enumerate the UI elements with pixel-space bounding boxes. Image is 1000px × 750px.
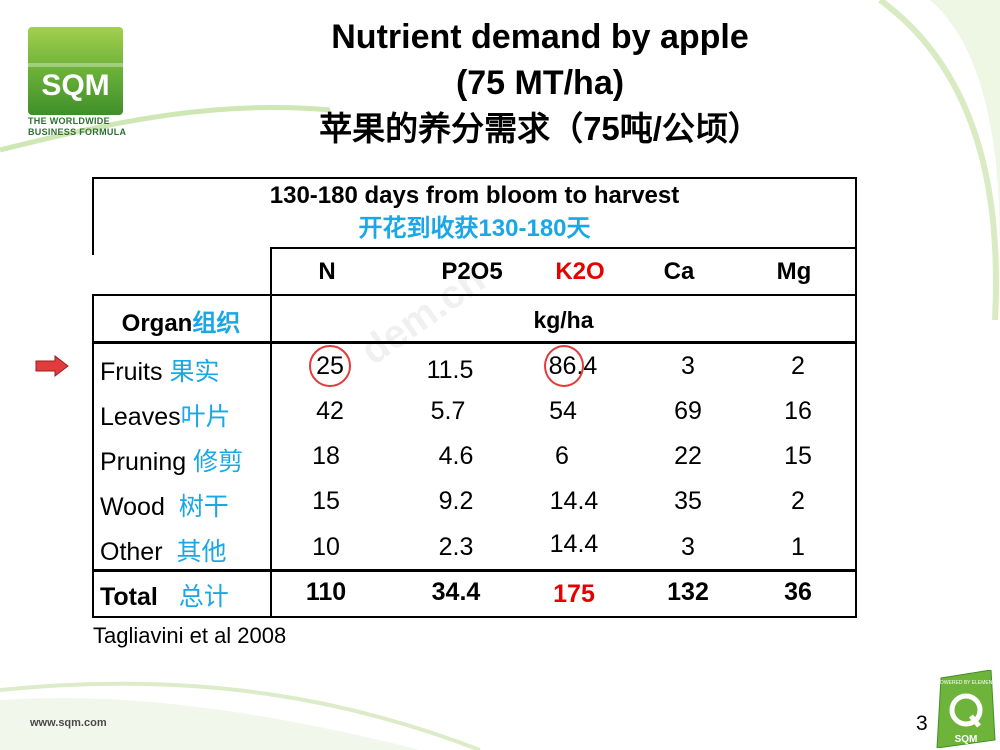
cell-pruning-k2o: 6	[555, 442, 569, 470]
cell-leaves-ca: 69	[674, 397, 702, 425]
row-label-pruning: Pruning 修剪	[100, 448, 244, 476]
red-arrow-icon	[35, 355, 69, 377]
cell-other-k2o: 14.4	[549, 530, 599, 558]
row-label-leaves: Leaves叶片	[100, 403, 231, 431]
slide-title: Nutrient demand by apple (75 MT/ha) 苹果的养…	[240, 14, 840, 152]
column-header-mg: Mg	[776, 258, 812, 285]
sqm-logo: SQM	[28, 27, 123, 115]
cell-leaves-mg: 16	[784, 397, 812, 425]
cell-pruning-mg: 15	[784, 442, 812, 470]
cell-fruits-p2o5: 11.5	[426, 356, 474, 384]
title-line-2: (75 MT/ha)	[455, 64, 625, 102]
cell-total-n: 110	[305, 578, 347, 606]
highlight-circle-n	[309, 345, 351, 387]
cell-other-p2o5: 2.3	[438, 533, 474, 561]
footer-url: www.sqm.com	[30, 717, 107, 729]
organ-header: Organ组织	[121, 310, 241, 337]
svg-text:SQM: SQM	[955, 734, 978, 745]
row-label-fruits: Fruits 果实	[100, 358, 220, 386]
cell-other-mg: 1	[791, 533, 805, 561]
title-line-1: Nutrient demand by apple	[331, 18, 749, 56]
cell-pruning-n: 18	[312, 442, 340, 470]
cell-leaves-n: 42	[316, 397, 344, 425]
cell-other-n: 10	[312, 533, 340, 561]
header-english: 130-180 days from bloom to harvest	[269, 182, 680, 209]
cell-wood-k2o: 14.4	[549, 487, 599, 515]
cell-pruning-ca: 22	[674, 442, 702, 470]
page-number: 3	[916, 712, 928, 735]
cell-total-p2o5: 34.4	[431, 578, 481, 606]
cell-wood-ca: 35	[674, 487, 702, 515]
cell-fruits-mg: 2	[791, 352, 805, 380]
unit-label: kg/ha	[533, 307, 594, 333]
nutrient-table: 130-180 days from bloom to harvest 开花到收获…	[92, 177, 857, 618]
cell-wood-p2o5: 9.2	[438, 487, 474, 515]
cell-total-mg: 36	[784, 578, 812, 606]
cell-leaves-p2o5: 5.7	[430, 397, 466, 425]
row-label-other: Other 其他	[100, 538, 227, 566]
column-header-p2o5: P2O5	[441, 258, 503, 285]
powered-by-element-q-badge: POWERED BY ELEMENT SQM	[936, 670, 996, 748]
column-header-n: N	[318, 258, 336, 285]
row-label-wood: Wood 树干	[100, 493, 229, 521]
header-chinese: 开花到收获130-180天	[358, 215, 591, 242]
cell-total-ca: 132	[667, 578, 709, 606]
column-header-ca: Ca	[663, 258, 695, 285]
cell-wood-mg: 2	[791, 487, 805, 515]
cell-pruning-p2o5: 4.6	[438, 442, 474, 470]
title-line-3: 苹果的养分需求（75吨/公顷）	[319, 110, 761, 147]
cell-fruits-ca: 3	[681, 352, 695, 380]
highlight-circle-k2o	[544, 345, 584, 387]
cell-other-ca: 3	[681, 533, 695, 561]
logo-tagline: The Worldwide Business Formula	[28, 116, 127, 137]
citation: Tagliavini et al 2008	[93, 623, 287, 648]
table-header: 130-180 days from bloom to harvest 开花到收获…	[92, 182, 857, 243]
cell-wood-n: 15	[312, 487, 340, 515]
cell-leaves-k2o: 54	[549, 397, 577, 425]
cell-total-k2o: 175	[553, 580, 595, 608]
column-header-k2o: K2O	[555, 258, 605, 285]
svg-text:POWERED BY ELEMENT: POWERED BY ELEMENT	[937, 680, 996, 686]
row-label-total: Total 总计	[100, 583, 229, 611]
